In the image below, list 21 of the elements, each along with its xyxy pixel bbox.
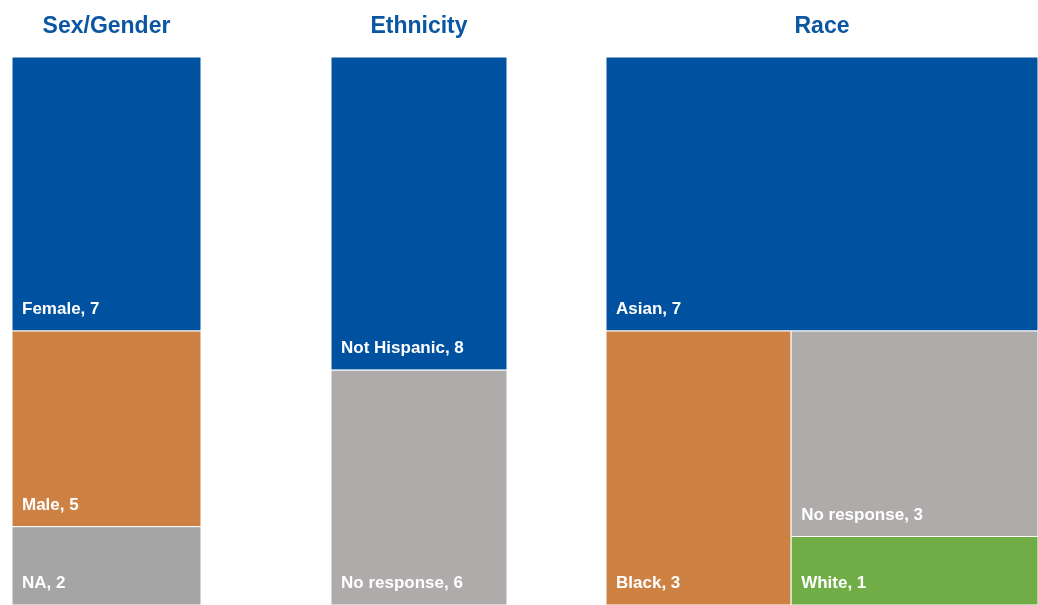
data-label: , 5 bbox=[59, 494, 79, 514]
data-label: , 6 bbox=[443, 573, 463, 592]
category-label: No response bbox=[801, 504, 905, 524]
data-label: , 7 bbox=[80, 299, 100, 318]
data-label: , 8 bbox=[444, 338, 464, 358]
category-label: Black bbox=[616, 573, 662, 592]
text: Sex/Gender bbox=[42, 12, 171, 38]
category-label: White bbox=[801, 573, 848, 592]
data-label: , 7 bbox=[662, 299, 682, 318]
category-label: Asian bbox=[616, 299, 663, 318]
data-label: , 1 bbox=[847, 573, 867, 592]
category-label: Female bbox=[22, 299, 81, 318]
data-label: , 2 bbox=[46, 573, 66, 592]
category-label: Male bbox=[22, 494, 60, 514]
category-label: Not Hispanic bbox=[341, 338, 445, 358]
data-label: , 3 bbox=[904, 504, 924, 524]
text: Ethnicity bbox=[370, 12, 468, 38]
category-label: No response bbox=[341, 573, 444, 592]
data-label: , 3 bbox=[661, 573, 681, 592]
category-label: NA bbox=[22, 573, 47, 592]
text: Race bbox=[794, 12, 850, 38]
